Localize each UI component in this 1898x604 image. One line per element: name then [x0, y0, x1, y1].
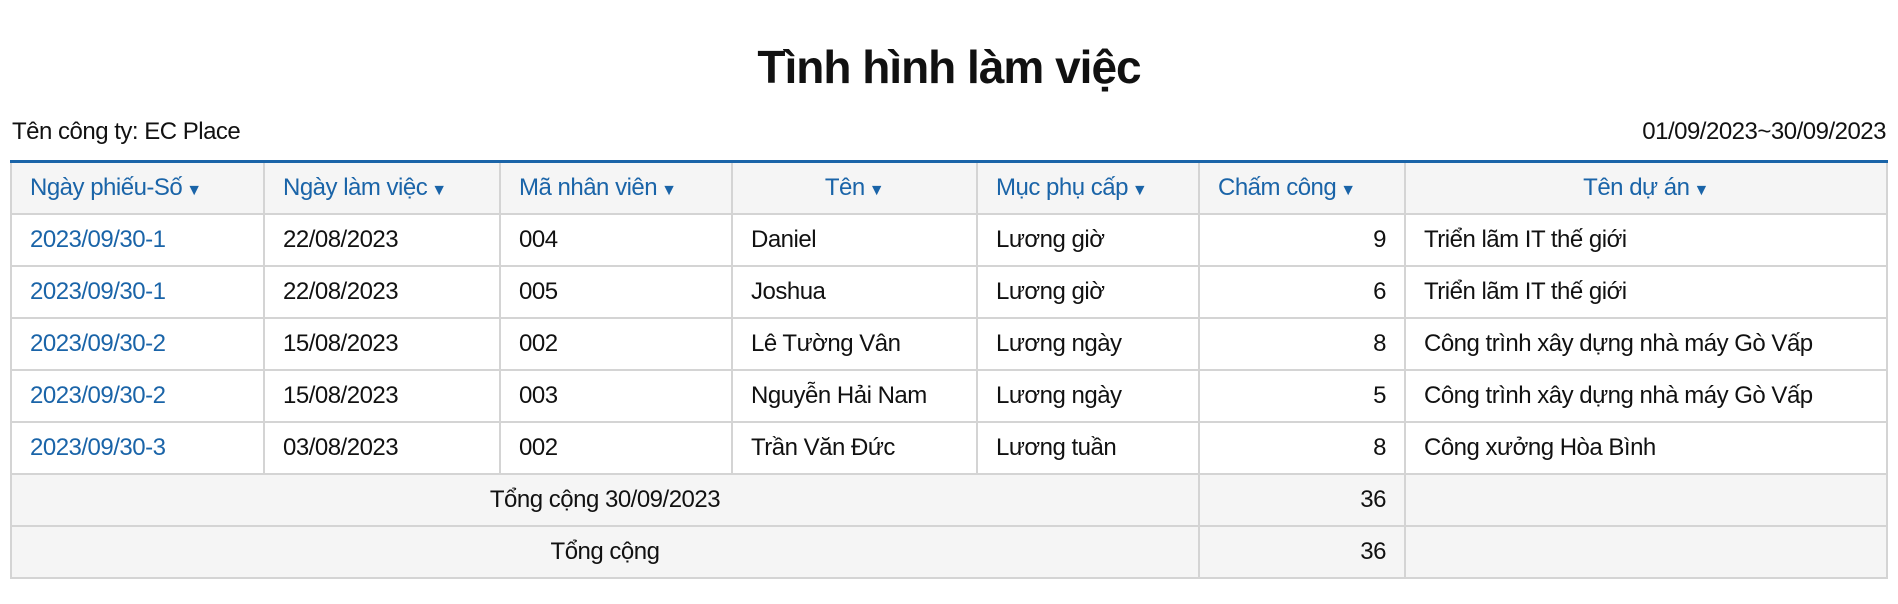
cell-name: Nguyễn Hải Nam [731, 369, 978, 423]
date-range: 01/09/2023~30/09/2023 [1642, 118, 1886, 145]
cell-employee-code: 005 [499, 265, 733, 319]
column-header-name[interactable]: Tên ▼ [731, 160, 978, 215]
cell-allowance-item: Lương ngày [976, 369, 1200, 423]
cell-project-name: Triển lãm IT thế giới [1404, 265, 1888, 319]
cell-employee-code: 002 [499, 421, 733, 475]
cell-name: Trần Văn Đức [731, 421, 978, 475]
caret-down-icon[interactable]: ▼ [661, 182, 677, 199]
cell-project-name: Công trình xây dựng nhà máy Gò Vấp [1404, 317, 1888, 371]
cell-employee-code: 004 [499, 213, 733, 267]
cell-name: Daniel [731, 213, 978, 267]
cell-work-date: 22/08/2023 [263, 213, 501, 267]
column-header-attendance[interactable]: Chấm công ▼ [1198, 160, 1406, 215]
column-header-allowance-item[interactable]: Mục phụ cấp ▼ [976, 160, 1200, 215]
column-header-label: Tên dự án [1583, 174, 1690, 201]
table-row: 2023/09/30-2 15/08/2023 003 Nguyễn Hải Nam L… [10, 369, 1888, 423]
subtotal-row-empty [1404, 473, 1888, 527]
cell-allowance-item: Lương tuần [976, 421, 1200, 475]
cell-voucher-date-number[interactable]: 2023/09/30-2 [10, 369, 265, 423]
cell-attendance: 8 [1198, 317, 1406, 371]
subtotal-row: Tổng cộng 30/09/2023 36 [10, 473, 1888, 527]
cell-allowance-item: Lương ngày [976, 317, 1200, 371]
cell-voucher-date-number[interactable]: 2023/09/30-2 [10, 317, 265, 371]
caret-down-icon[interactable]: ▼ [1131, 182, 1148, 199]
total-row-value: 36 [1198, 525, 1406, 579]
cell-employee-code: 003 [499, 369, 733, 423]
cell-attendance: 8 [1198, 421, 1406, 475]
cell-name: Lê Tường Vân [731, 317, 978, 371]
cell-attendance: 5 [1198, 369, 1406, 423]
cell-attendance: 9 [1198, 213, 1406, 267]
cell-voucher-date-number[interactable]: 2023/09/30-1 [10, 265, 265, 319]
cell-employee-code: 002 [499, 317, 733, 371]
cell-voucher-date-number[interactable]: 2023/09/30-1 [10, 213, 265, 267]
page-title: Tình hình làm việc [757, 41, 1141, 93]
caret-down-icon[interactable]: ▼ [868, 182, 885, 199]
cell-project-name: Triển lãm IT thế giới [1404, 213, 1888, 267]
cell-work-date: 15/08/2023 [263, 317, 501, 371]
total-row: Tổng cộng 36 [10, 525, 1888, 579]
column-header-label: Mã nhân viên [519, 174, 658, 201]
subtotal-row-value: 36 [1198, 473, 1406, 527]
column-header-label: Ngày phiếu-Số [30, 174, 183, 201]
subtotal-row-label: Tổng cộng 30/09/2023 [10, 473, 1200, 527]
table-header-row: Ngày phiếu-Số ▼ Ngày làm việc ▼ Mã nhân viên… [10, 160, 1888, 215]
table-row: 2023/09/30-1 22/08/2023 004 Daniel Lương giờ… [10, 213, 1888, 267]
cell-work-date: 03/08/2023 [263, 421, 501, 475]
cell-project-name: Công xưởng Hòa Bình [1404, 421, 1888, 475]
caret-down-icon[interactable]: ▼ [1693, 182, 1709, 199]
column-header-work-date[interactable]: Ngày làm việc ▼ [263, 160, 501, 215]
column-header-voucher-date-number[interactable]: Ngày phiếu-Số ▼ [10, 160, 265, 215]
table-row: 2023/09/30-2 15/08/2023 002 Lê Tường Vân Lươ… [10, 317, 1888, 371]
cell-name: Joshua [731, 265, 978, 319]
cell-attendance: 6 [1198, 265, 1406, 319]
column-header-label: Mục phụ cấp [996, 174, 1128, 201]
cell-work-date: 15/08/2023 [263, 369, 501, 423]
total-row-label: Tổng cộng [10, 525, 1200, 579]
caret-down-icon[interactable]: ▼ [186, 182, 202, 199]
total-row-empty [1404, 525, 1888, 579]
column-header-project-name[interactable]: Tên dự án ▼ [1404, 160, 1888, 215]
caret-down-icon[interactable]: ▼ [1340, 182, 1356, 199]
column-header-label: Chấm công [1218, 174, 1337, 201]
caret-down-icon[interactable]: ▼ [431, 182, 447, 199]
column-header-employee-code[interactable]: Mã nhân viên ▼ [499, 160, 733, 215]
cell-project-name: Công trình xây dựng nhà máy Gò Vấp [1404, 369, 1888, 423]
cell-voucher-date-number[interactable]: 2023/09/30-3 [10, 421, 265, 475]
table-row: 2023/09/30-3 03/08/2023 002 Trần Văn Đức Lươ… [10, 421, 1888, 475]
cell-allowance-item: Lương giờ [976, 265, 1200, 319]
cell-work-date: 22/08/2023 [263, 265, 501, 319]
column-header-label: Tên [824, 174, 865, 201]
table-row: 2023/09/30-1 22/08/2023 005 Joshua Lương giờ… [10, 265, 1888, 319]
column-header-label: Ngày làm việc [283, 174, 428, 201]
cell-allowance-item: Lương giờ [976, 213, 1200, 267]
company-name: Tên công ty: EC Place [12, 118, 241, 145]
work-status-table: Ngày phiếu-Số ▼ Ngày làm việc ▼ Mã nhân viên… [10, 160, 1888, 579]
